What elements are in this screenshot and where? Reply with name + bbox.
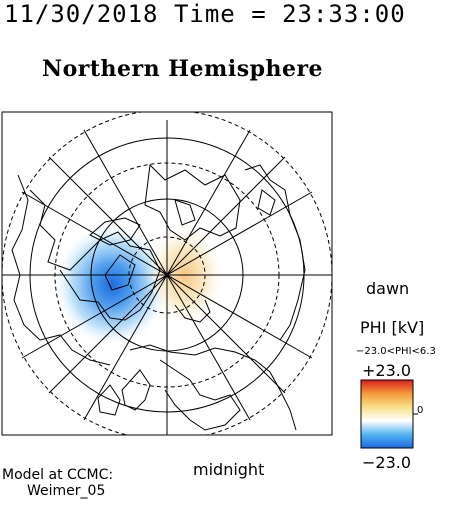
model-credit-line1: Model at CCMC: <box>2 467 114 483</box>
datetime-title: 11/30/2018 Time = 23:33:00 <box>4 0 406 28</box>
colorbar-scale <box>360 379 414 449</box>
meridians <box>2 120 332 435</box>
latitude-circles <box>2 112 332 435</box>
coastlines <box>11 163 306 431</box>
colorbar <box>360 379 418 449</box>
colorbar-zero-label: 0 <box>417 405 424 416</box>
model-credit-line2: Weimer_05 <box>27 483 106 499</box>
data-range-text: −23.0<PHI<6.3 <box>356 346 436 357</box>
map-area <box>2 112 332 435</box>
plot-frame <box>1 111 333 436</box>
negative-potential-cell <box>54 223 170 347</box>
midnight-label: midnight <box>193 460 265 479</box>
colorbar-min-label: −23.0 <box>362 453 412 472</box>
colorbar-title: PHI [kV] <box>360 318 425 337</box>
colorbar-max-label: +23.0 <box>362 361 412 380</box>
dawn-label: dawn <box>366 279 410 298</box>
hemisphere-title: Northern Hemisphere <box>42 56 324 82</box>
